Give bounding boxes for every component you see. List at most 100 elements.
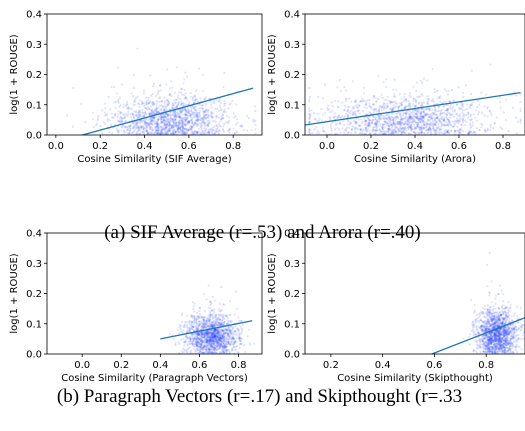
data-point: [390, 130, 393, 134]
data-point: [229, 325, 232, 328]
data-point: [329, 116, 332, 119]
data-point: [200, 336, 203, 339]
data-point: [182, 325, 185, 328]
data-point: [187, 122, 190, 125]
data-point: [493, 322, 496, 325]
data-point: [491, 331, 494, 334]
data-point: [207, 347, 210, 350]
data-point: [375, 124, 378, 127]
data-point: [491, 331, 494, 334]
data-point: [424, 112, 427, 115]
data-point: [384, 132, 387, 135]
data-point: [410, 127, 414, 130]
data-point: [326, 109, 330, 112]
data-point: [417, 117, 420, 120]
data-point: [470, 92, 473, 95]
data-point: [225, 350, 228, 353]
data-point: [200, 325, 203, 328]
data-point: [405, 105, 408, 108]
data-point: [195, 131, 198, 134]
data-point: [379, 130, 383, 133]
data-point: [185, 116, 188, 119]
data-point: [192, 337, 195, 340]
data-point: [236, 327, 239, 331]
data-point: [198, 309, 201, 312]
data-point: [206, 123, 209, 126]
data-point: [137, 127, 140, 130]
data-point: [163, 123, 166, 126]
data-point: [208, 313, 211, 316]
data-point: [184, 117, 188, 120]
data-point: [155, 125, 158, 128]
data-point: [208, 334, 211, 337]
data-point: [123, 116, 126, 120]
data-point: [321, 97, 325, 100]
data-point: [205, 298, 208, 301]
data-point: [494, 307, 497, 310]
data-point: [485, 346, 488, 349]
data-point: [120, 119, 123, 122]
data-point: [230, 342, 233, 345]
data-point: [308, 120, 311, 123]
data-point: [455, 112, 458, 116]
data-point: [193, 314, 196, 318]
data-point: [117, 131, 120, 134]
data-point: [221, 335, 224, 338]
data-point: [496, 331, 499, 334]
data-point: [129, 127, 132, 130]
data-point: [522, 324, 525, 327]
data-point: [497, 336, 500, 339]
data-point: [380, 106, 383, 109]
data-point: [502, 339, 505, 342]
data-point: [368, 125, 371, 128]
data-point: [237, 336, 241, 339]
data-point: [231, 328, 234, 331]
data-point: [179, 129, 182, 132]
data-point: [96, 117, 99, 120]
data-point: [137, 131, 140, 134]
data-point: [188, 128, 191, 131]
data-point: [170, 106, 174, 109]
data-point: [223, 332, 227, 335]
data-point: [502, 350, 505, 353]
data-point: [193, 319, 196, 322]
data-point: [203, 131, 206, 134]
data-point: [168, 120, 171, 123]
data-point: [497, 346, 500, 349]
data-point: [209, 334, 212, 337]
data-point: [212, 342, 215, 345]
data-point: [453, 129, 456, 132]
data-point: [423, 123, 426, 126]
data-point: [195, 323, 198, 326]
data-point: [451, 125, 454, 128]
data-point: [201, 121, 204, 124]
data-point: [218, 334, 221, 337]
data-point: [194, 341, 197, 344]
data-point: [387, 122, 390, 126]
data-point: [405, 119, 408, 122]
data-point: [378, 129, 381, 132]
data-point: [135, 114, 138, 117]
data-point: [398, 121, 401, 124]
data-point: [202, 345, 205, 348]
data-point: [194, 337, 198, 341]
data-point: [497, 324, 500, 328]
data-point: [364, 122, 367, 125]
data-point: [153, 102, 156, 105]
data-point: [218, 351, 221, 354]
data-point: [347, 131, 350, 134]
data-point: [171, 130, 175, 133]
data-point: [198, 340, 201, 343]
data-point: [214, 337, 217, 340]
data-point: [493, 338, 496, 341]
data-point: [117, 101, 120, 104]
data-point: [183, 133, 186, 135]
data-point: [442, 117, 446, 121]
data-point: [481, 307, 485, 310]
data-point: [422, 115, 425, 118]
data-point: [471, 121, 474, 124]
data-point: [135, 123, 138, 126]
data-point: [330, 123, 333, 126]
data-point: [498, 96, 501, 99]
data-point: [194, 119, 197, 122]
